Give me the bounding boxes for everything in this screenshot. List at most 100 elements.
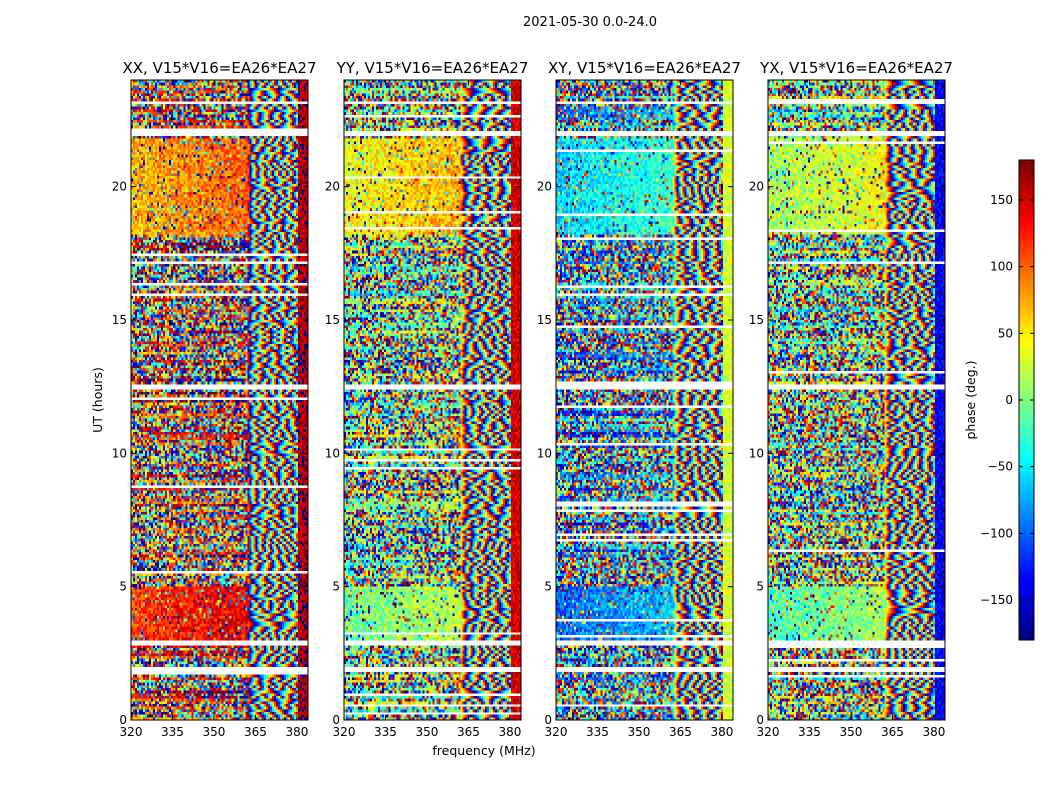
heatmap-cell [157, 109, 159, 112]
heatmap-cell [262, 112, 264, 115]
heatmap-cell [276, 99, 278, 102]
heatmap-cell [153, 104, 155, 107]
heatmap-cell [242, 93, 244, 96]
heatmap-cell [161, 115, 163, 118]
heatmap-cell [240, 96, 242, 99]
heatmap-cell [296, 99, 298, 102]
heatmap-cell [264, 93, 266, 96]
heatmap-cell [230, 88, 232, 91]
heatmap-cell [304, 83, 306, 86]
heatmap-cell [149, 93, 151, 96]
heatmap-cell [195, 88, 197, 91]
heatmap-cell [187, 99, 189, 102]
heatmap-cell [205, 96, 207, 99]
heatmap-cell [169, 104, 171, 107]
heatmap-cell [159, 99, 161, 102]
heatmap-cell [280, 104, 282, 107]
heatmap-cell [141, 104, 143, 107]
heatmap-cell [167, 117, 169, 120]
heatmap-cell [298, 99, 300, 102]
heatmap-cell [226, 109, 228, 112]
heatmap-cell [294, 83, 296, 86]
heatmap-cell [159, 93, 161, 96]
heatmap-cell [244, 117, 246, 120]
heatmap-cell [189, 112, 191, 115]
heatmap-cell [238, 91, 240, 94]
heatmap-cell [256, 115, 258, 118]
heatmap-cell [177, 104, 179, 107]
heatmap-cell [213, 117, 215, 120]
heatmap-cell [258, 96, 260, 99]
heatmap-cell [260, 96, 262, 99]
heatmap-cell [165, 112, 167, 115]
heatmap-cell [226, 96, 228, 99]
heatmap-cell [133, 85, 135, 88]
heatmap-cell [187, 96, 189, 99]
heatmap-cell [187, 109, 189, 112]
heatmap-cell [171, 109, 173, 112]
heatmap-cell [183, 115, 185, 118]
heatmap-cell [242, 83, 244, 86]
heatmap-cell [205, 85, 207, 88]
heatmap-cell [167, 112, 169, 115]
heatmap-cell [165, 104, 167, 107]
heatmap-cell [183, 112, 185, 115]
heatmap-cell [234, 107, 236, 110]
heatmap-cell [175, 104, 177, 107]
heatmap-cell [224, 99, 226, 102]
heatmap-cell [296, 109, 298, 112]
heatmap-cell [211, 88, 213, 91]
heatmap-cell [232, 112, 234, 115]
heatmap-cell [195, 85, 197, 88]
heatmap-cell [304, 85, 306, 88]
heatmap-cell [288, 117, 290, 120]
heatmap-cell [193, 107, 195, 110]
heatmap-cell [147, 85, 149, 88]
heatmap-cell [205, 99, 207, 102]
heatmap-cell [294, 107, 296, 110]
heatmap-cell [300, 107, 302, 110]
heatmap-cell [139, 83, 141, 86]
heatmap-cell [250, 88, 252, 91]
heatmap-cell [278, 85, 280, 88]
heatmap-cell [151, 109, 153, 112]
heatmap-cell [302, 109, 304, 112]
heatmap-cell [288, 115, 290, 118]
heatmap-cell [159, 107, 161, 110]
heatmap-cell [145, 120, 147, 123]
heatmap-cell [252, 91, 254, 94]
heatmap-cell [157, 93, 159, 96]
heatmap-cell [189, 104, 191, 107]
heatmap-cell [205, 88, 207, 91]
heatmap-cell [232, 83, 234, 86]
heatmap-cell [151, 107, 153, 110]
heatmap-cell [135, 115, 137, 118]
heatmap-cell [222, 91, 224, 94]
heatmap-cell [232, 93, 234, 96]
heatmap-cell [268, 91, 270, 94]
heatmap-cell [199, 104, 201, 107]
heatmap-cell [286, 112, 288, 115]
heatmap-cell [165, 93, 167, 96]
heatmap-cell [135, 112, 137, 115]
heatmap-cell [270, 107, 272, 110]
heatmap-cell [270, 112, 272, 115]
heatmap-cell [302, 83, 304, 86]
heatmap-cell [193, 109, 195, 112]
heatmap-cell [272, 93, 274, 96]
heatmap-cell [274, 107, 276, 110]
heatmap-cell [284, 107, 286, 110]
heatmap-cell [147, 83, 149, 86]
heatmap-cell [161, 85, 163, 88]
heatmap-cell [201, 115, 203, 118]
heatmap-cell [292, 88, 294, 91]
heatmap-cell [228, 91, 230, 94]
heatmap-cell [181, 83, 183, 86]
heatmap-cell [260, 85, 262, 88]
heatmap-cell [280, 107, 282, 110]
heatmap-cell [147, 88, 149, 91]
heatmap-cell [286, 99, 288, 102]
heatmap-cell [213, 88, 215, 91]
heatmap-cell [250, 104, 252, 107]
heatmap-cell [284, 96, 286, 99]
